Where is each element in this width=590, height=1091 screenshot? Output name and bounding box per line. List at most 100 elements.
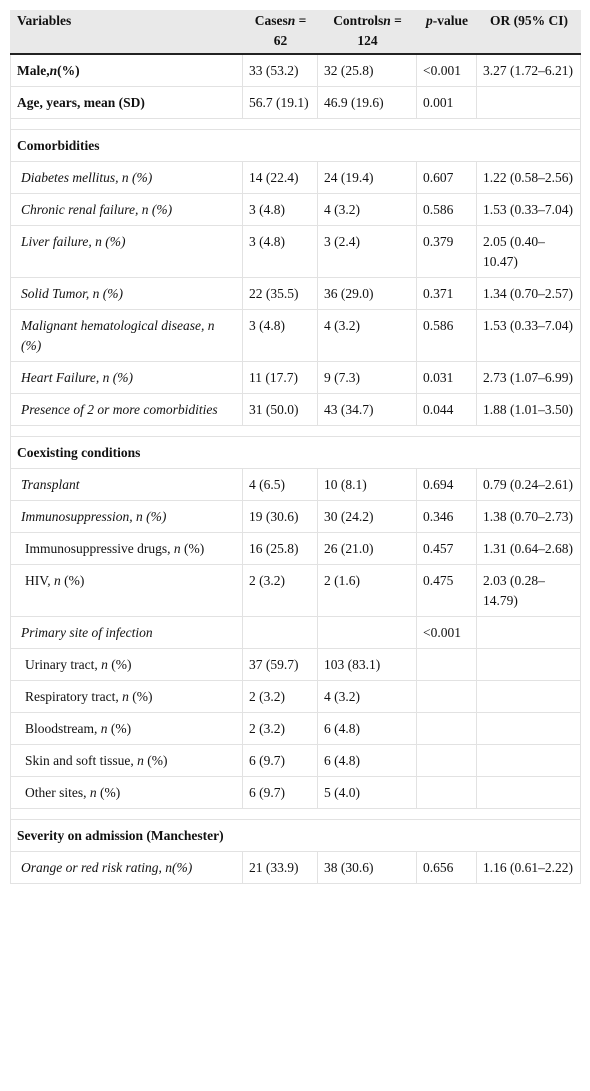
header-cell: Casesn = 62: [242, 10, 318, 55]
row-label: Immunosuppressive drugs, n (%): [10, 532, 243, 565]
value-cell: [476, 86, 581, 119]
value-cell: [476, 680, 581, 713]
value-cell: 0.001: [416, 86, 477, 119]
value-cell: 2 (3.2): [242, 712, 318, 745]
value-cell: 0.379: [416, 225, 477, 278]
data-row: Age, years, mean (SD) 56.7 (19.1) 46.9 (19…: [10, 86, 581, 119]
value-cell: [416, 744, 477, 777]
section-title: Comorbidities: [10, 129, 581, 162]
text-segment: p: [426, 13, 433, 28]
value-cell: 11 (17.7): [242, 361, 318, 394]
value-cell: [317, 616, 417, 649]
value-cell: 10 (8.1): [317, 468, 417, 501]
text-segment: (%): [96, 785, 121, 800]
text-segment: n: [49, 63, 58, 78]
value-cell: 2.05 (0.40–10.47): [476, 225, 581, 278]
value-cell: 14 (22.4): [242, 161, 318, 194]
data-row: Urinary tract, n (%) 37 (59.7) 103 (83.1): [10, 648, 581, 681]
row-label: Heart Failure, n (%): [10, 361, 243, 394]
value-cell: 30 (24.2): [317, 500, 417, 533]
text-segment: n: [54, 573, 61, 588]
text-segment: -value: [432, 13, 468, 28]
value-cell: 33 (53.2): [242, 53, 318, 87]
header-cell: OR (95% CI): [476, 10, 581, 55]
text-segment: n: [101, 657, 108, 672]
value-cell: 1.34 (0.70–2.57): [476, 277, 581, 310]
value-cell: [476, 616, 581, 649]
text-segment: Skin and soft tissue,: [25, 753, 138, 768]
data-row: Heart Failure, n (%) 11 (17.7) 9 (7.3) 0.03…: [10, 361, 581, 394]
data-row: Malignant hematological disease, n (%) 3 …: [10, 309, 581, 362]
row-label: Immunosuppression, n (%): [10, 500, 243, 533]
data-row: Respiratory tract, n (%) 2 (3.2) 4 (3.2): [10, 680, 581, 713]
text-segment: Age, years, mean (SD): [17, 95, 145, 110]
text-segment: Male,: [17, 63, 50, 78]
text-segment: Malignant hematological disease, n (%): [21, 318, 215, 353]
value-cell: 6 (4.8): [317, 744, 417, 777]
data-row: Immunosuppressive drugs, n (%) 16 (25.8) 2…: [10, 532, 581, 565]
row-label: Presence of 2 or more comorbidities: [10, 393, 243, 426]
value-cell: 43 (34.7): [317, 393, 417, 426]
value-cell: 3 (4.8): [242, 309, 318, 362]
section-row: Severity on admission (Manchester): [10, 819, 581, 852]
text-segment: (%): [107, 657, 132, 672]
value-cell: 2 (1.6): [317, 564, 417, 617]
text-segment: Respiratory tract,: [25, 689, 123, 704]
row-label: Respiratory tract, n (%): [10, 680, 243, 713]
value-cell: 19 (30.6): [242, 500, 318, 533]
value-cell: [416, 680, 477, 713]
value-cell: 0.694: [416, 468, 477, 501]
value-cell: [416, 712, 477, 745]
data-row: Male,n(%) 33 (53.2) 32 (25.8) <0.001 3.27 (1…: [10, 53, 581, 87]
text-segment: Urinary tract,: [25, 657, 102, 672]
row-label: Bloodstream, n (%): [10, 712, 243, 745]
spacer-cell: [10, 808, 581, 820]
value-cell: 31 (50.0): [242, 393, 318, 426]
row-label: Chronic renal failure, n (%): [10, 193, 243, 226]
text-segment: n: [137, 753, 144, 768]
value-cell: 38 (30.6): [317, 851, 417, 884]
value-cell: <0.001: [416, 616, 477, 649]
data-row: Chronic renal failure, n (%) 3 (4.8) 4 (3.…: [10, 193, 581, 226]
header-cell: p-value: [416, 10, 477, 55]
text-segment: Variables: [17, 13, 72, 28]
text-segment: = 124: [357, 13, 402, 48]
value-cell: 1.53 (0.33–7.04): [476, 193, 581, 226]
value-cell: 6 (9.7): [242, 744, 318, 777]
text-segment: Bloodstream,: [25, 721, 101, 736]
data-table: Variables Casesn = 62 Controlsn = 124 p-val…: [10, 10, 581, 884]
value-cell: 4 (3.2): [317, 680, 417, 713]
data-row: HIV, n (%) 2 (3.2) 2 (1.6) 0.475 2.03 (0.28–…: [10, 564, 581, 617]
text-segment: Other sites,: [25, 785, 90, 800]
value-cell: 0.586: [416, 193, 477, 226]
data-row: Primary site of infection <0.001: [10, 616, 581, 649]
value-cell: 2.73 (1.07–6.99): [476, 361, 581, 394]
table-header: Variables Casesn = 62 Controlsn = 124 p-val…: [10, 10, 581, 55]
value-cell: 1.38 (0.70–2.73): [476, 500, 581, 533]
text-segment: Cases: [254, 13, 288, 28]
spacer-cell: [10, 118, 581, 130]
text-segment: HIV,: [25, 573, 55, 588]
text-segment: n: [287, 13, 296, 28]
data-row: Presence of 2 or more comorbidities 31 (5…: [10, 393, 581, 426]
data-row: Immunosuppression, n (%) 19 (30.6) 30 (24.…: [10, 500, 581, 533]
value-cell: 3 (4.8): [242, 225, 318, 278]
value-cell: [476, 776, 581, 809]
value-cell: 1.31 (0.64–2.68): [476, 532, 581, 565]
row-label: Malignant hematological disease, n (%): [10, 309, 243, 362]
value-cell: 5 (4.0): [317, 776, 417, 809]
text-segment: Orange or red risk rating, n(%): [21, 860, 193, 875]
section-row: Coexisting conditions: [10, 436, 581, 469]
section-row: Comorbidities: [10, 129, 581, 162]
text-segment: Diabetes mellitus, n (%): [21, 170, 153, 185]
value-cell: 1.88 (1.01–3.50): [476, 393, 581, 426]
value-cell: 0.044: [416, 393, 477, 426]
row-label: Transplant: [10, 468, 243, 501]
text-segment: n: [173, 541, 181, 556]
text-segment: Liver failure, n (%): [21, 234, 126, 249]
value-cell: 4 (6.5): [242, 468, 318, 501]
value-cell: [476, 648, 581, 681]
table-body: Male,n(%) 33 (53.2) 32 (25.8) <0.001 3.27 (1…: [10, 53, 581, 884]
value-cell: 1.22 (0.58–2.56): [476, 161, 581, 194]
